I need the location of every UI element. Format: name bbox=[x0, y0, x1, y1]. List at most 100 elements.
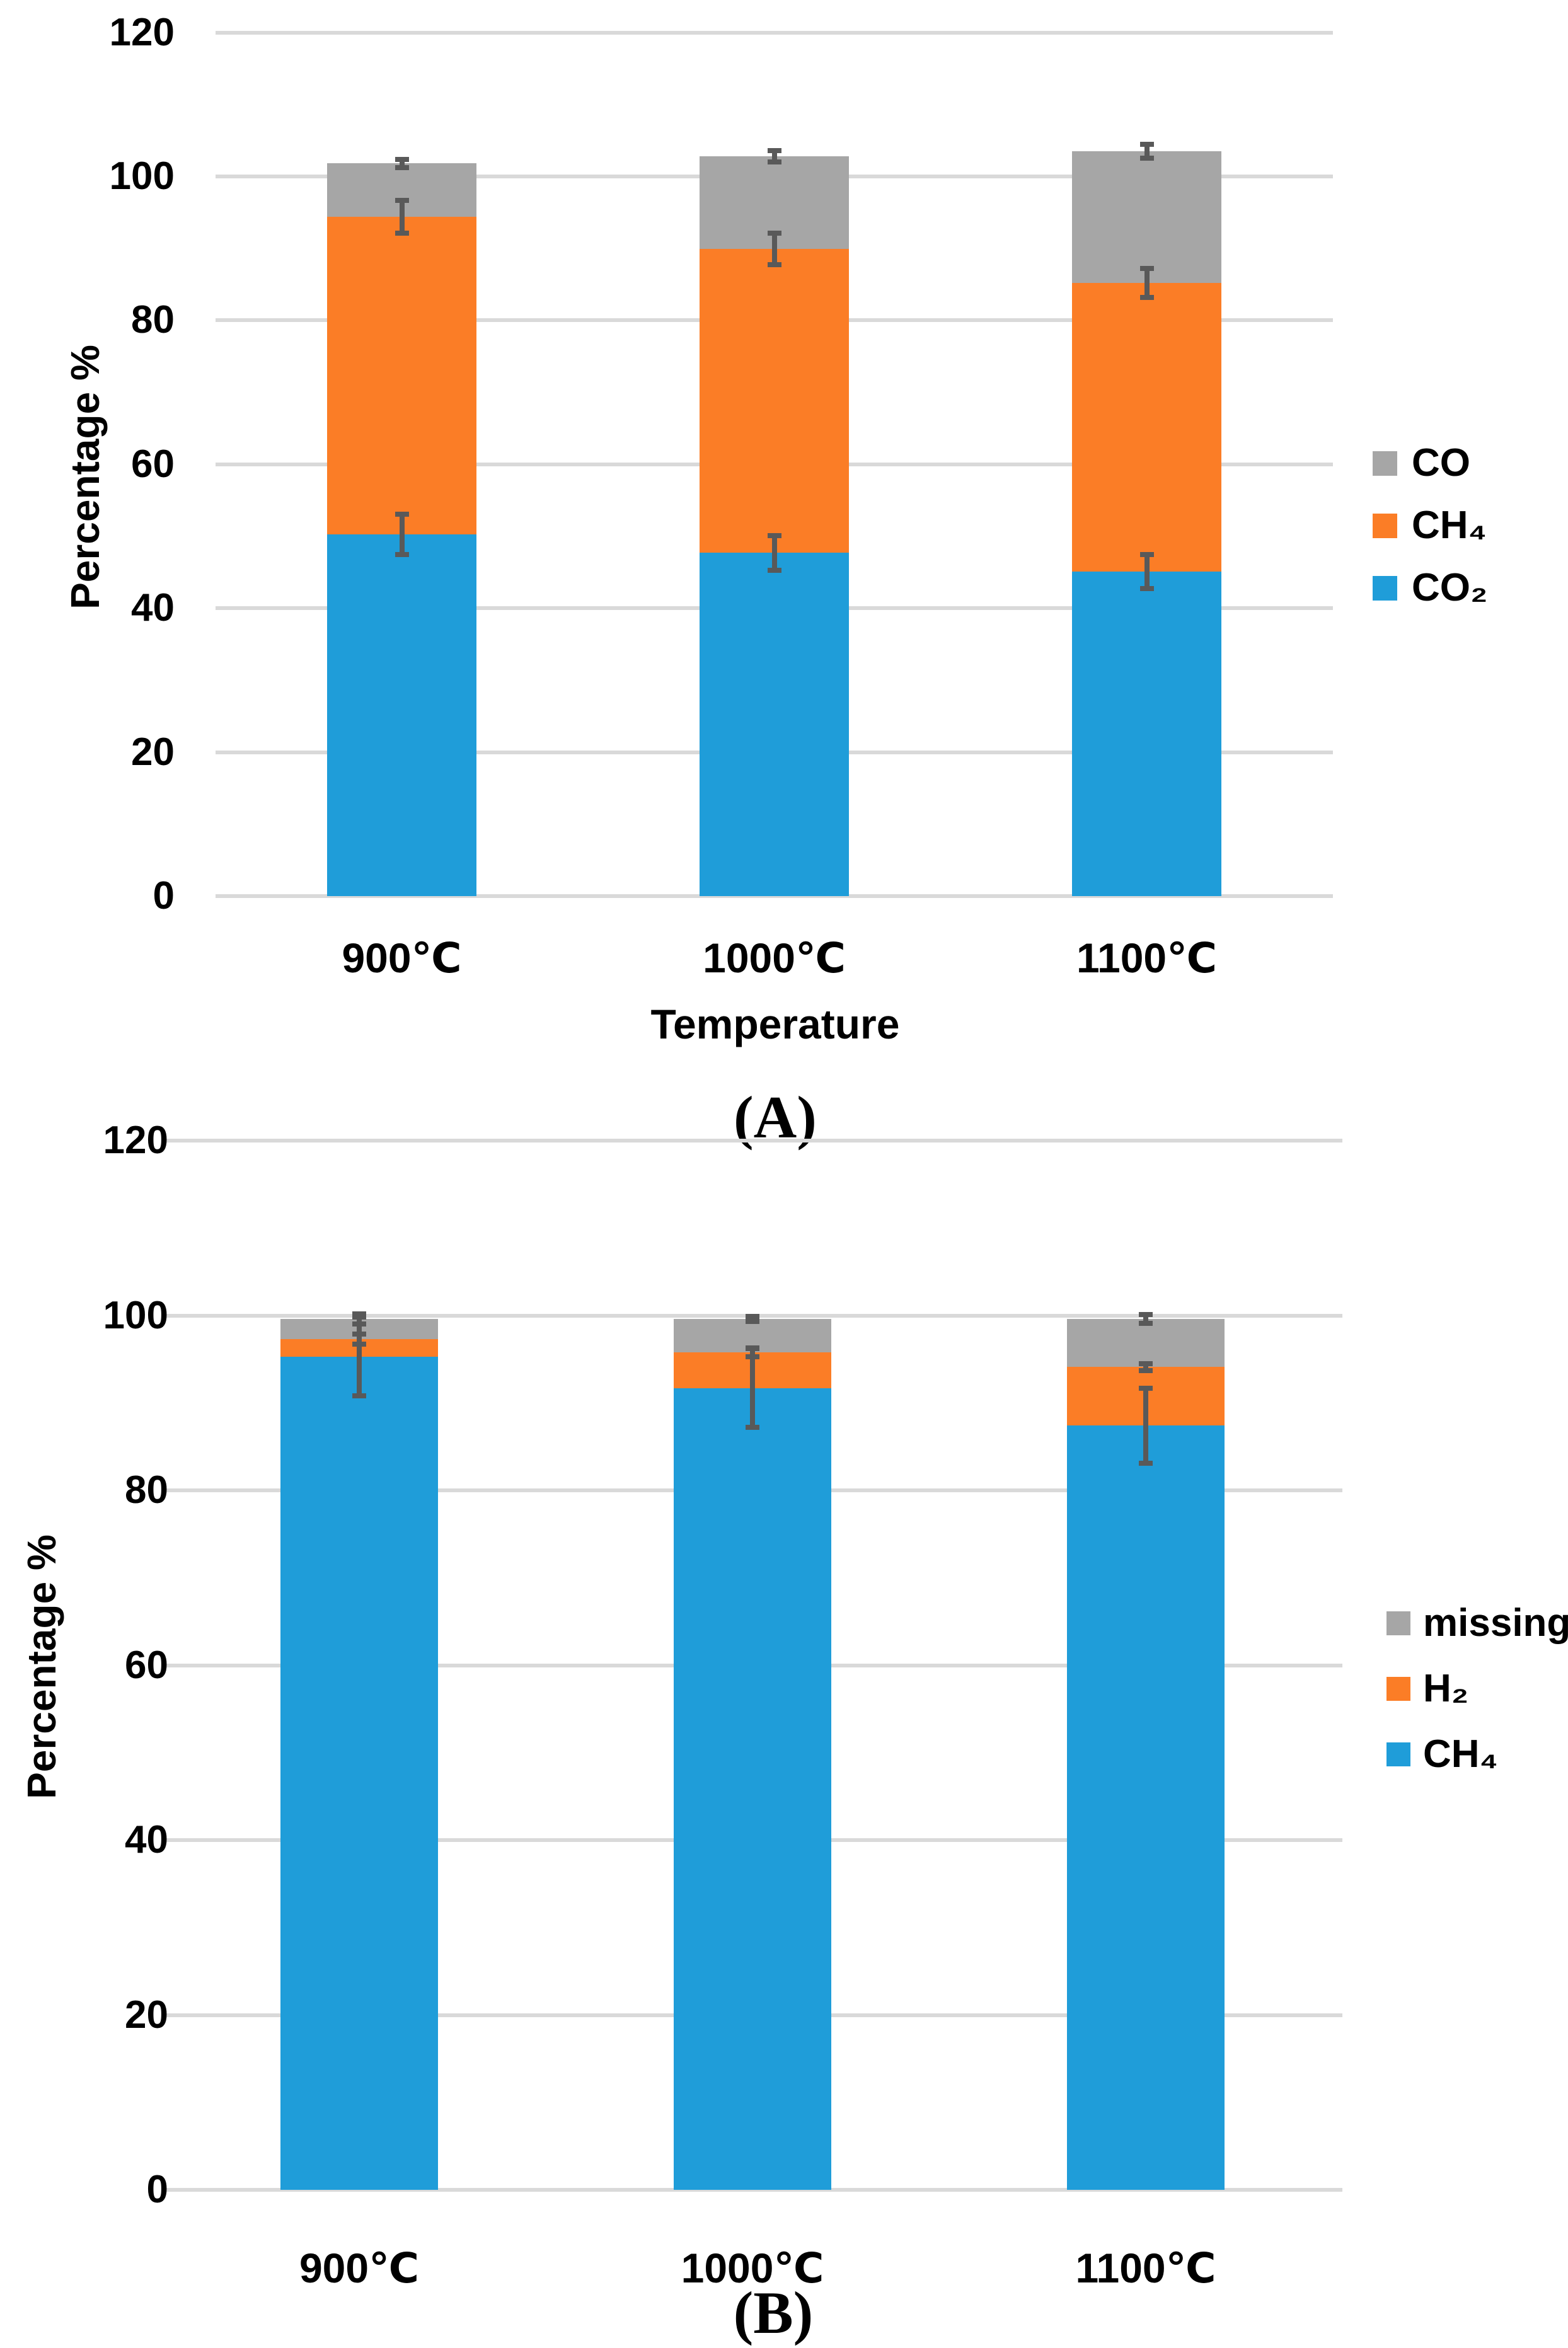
error-bar-cap bbox=[1139, 551, 1154, 557]
x-category-label: 1100℃ bbox=[1076, 935, 1218, 981]
error-bar-cap bbox=[1139, 1385, 1153, 1391]
legend-swatch-CO₂ bbox=[1373, 575, 1397, 601]
legend-label-H₂: H₂ bbox=[1423, 1667, 1469, 1710]
legend-label-CH₄: CH₄ bbox=[1423, 1732, 1499, 1776]
error-bar-cap bbox=[1139, 1367, 1153, 1373]
error-bar-cap bbox=[352, 1311, 366, 1316]
y-tick-label: 120 bbox=[109, 10, 175, 54]
y-tick-label: 60 bbox=[125, 1643, 168, 1687]
error-bar-line bbox=[399, 514, 405, 555]
y-tick-label: 80 bbox=[125, 1468, 168, 1512]
y-tick-label: 40 bbox=[125, 1818, 168, 1862]
error-bar-line bbox=[1144, 554, 1150, 589]
legend-label-CH₄: CH₄ bbox=[1412, 504, 1487, 547]
legend-label-CO₂: CO₂ bbox=[1412, 566, 1488, 609]
bar-segment-CO bbox=[1072, 151, 1221, 283]
bar-segment-CH₄ bbox=[700, 249, 849, 553]
error-bar-line bbox=[750, 1316, 755, 1322]
error-bar-line bbox=[399, 200, 405, 234]
y-tick-label: 20 bbox=[131, 730, 175, 774]
legend-swatch-H₂ bbox=[1386, 1677, 1410, 1701]
error-bar-cap bbox=[767, 147, 781, 153]
gridline-0 bbox=[216, 894, 1333, 898]
legend-label-missing: missing bbox=[1423, 1601, 1568, 1645]
x-axis-title-A: Temperature bbox=[650, 1001, 900, 1047]
error-bar-cap bbox=[1139, 266, 1154, 272]
legend-label-CO: CO bbox=[1412, 441, 1470, 485]
bar-segment-missing bbox=[1067, 1319, 1225, 1367]
error-bar-cap bbox=[1139, 1361, 1153, 1366]
y-tick-label: 80 bbox=[131, 298, 175, 342]
bar-segment-CH₄ bbox=[674, 1388, 831, 2190]
error-bar-cap bbox=[746, 1313, 759, 1319]
error-bar-cap bbox=[746, 1425, 759, 1430]
error-bar-cap bbox=[395, 551, 409, 557]
error-bar-line bbox=[357, 1317, 362, 1396]
error-bar-cap bbox=[1139, 294, 1154, 300]
error-bar-cap bbox=[746, 1345, 759, 1350]
bar-segment-CO₂ bbox=[1072, 571, 1221, 896]
gridline-0 bbox=[163, 2188, 1342, 2192]
error-bar-cap bbox=[352, 1331, 366, 1337]
error-bar-line bbox=[1143, 1315, 1148, 1323]
bar-segment-CH₄ bbox=[327, 216, 476, 534]
x-category-label: 1100℃ bbox=[1075, 2245, 1216, 2291]
x-category-label: 900℃ bbox=[299, 2245, 420, 2291]
y-tick-label: 100 bbox=[109, 154, 175, 198]
error-bar-cap bbox=[767, 159, 781, 165]
error-bar-cap bbox=[395, 156, 409, 162]
error-bar-cap bbox=[746, 1319, 759, 1325]
y-tick-label: 20 bbox=[125, 1993, 168, 2037]
error-bar-line bbox=[1144, 268, 1150, 297]
error-bar-line bbox=[771, 535, 777, 570]
error-bar-cap bbox=[352, 1321, 366, 1327]
error-bar-cap bbox=[767, 567, 781, 573]
error-bar-line bbox=[1143, 1388, 1148, 1463]
error-bar-cap bbox=[352, 1342, 366, 1347]
error-bar-line bbox=[771, 150, 777, 163]
error-bar-line bbox=[357, 1313, 362, 1325]
error-bar-line bbox=[1144, 144, 1150, 159]
error-bar-cap bbox=[1139, 141, 1154, 147]
bar-segment-CH₄ bbox=[280, 1356, 438, 2190]
y-tick-label: 0 bbox=[146, 2168, 168, 2211]
y-tick-label: 60 bbox=[131, 442, 175, 486]
bar-segment-CO₂ bbox=[327, 534, 476, 896]
error-bar-cap bbox=[395, 511, 409, 517]
legend-swatch-CH₄ bbox=[1386, 1742, 1410, 1766]
error-bar-cap bbox=[1139, 586, 1154, 592]
x-category-label: 1000℃ bbox=[703, 935, 846, 981]
legend-swatch-missing bbox=[1386, 1611, 1410, 1635]
error-bar-line bbox=[750, 1349, 755, 1428]
gridline-120 bbox=[163, 1139, 1342, 1142]
error-bar-cap bbox=[352, 1393, 366, 1399]
x-category-label: 900℃ bbox=[342, 935, 462, 981]
error-bar-cap bbox=[395, 231, 409, 236]
error-bar-line bbox=[1143, 1363, 1148, 1371]
y-tick-label: 0 bbox=[153, 874, 175, 918]
bar-segment-CH₄ bbox=[1067, 1425, 1225, 2190]
panel-label-B: (B) bbox=[733, 2279, 814, 2346]
error-bar-cap bbox=[1139, 156, 1154, 161]
error-bar-cap bbox=[767, 231, 781, 236]
error-bar-line bbox=[771, 233, 777, 265]
panel-label-A: (A) bbox=[734, 1084, 817, 1151]
gridline-120 bbox=[216, 30, 1333, 35]
y-tick-label: 120 bbox=[103, 1119, 168, 1162]
error-bar-line bbox=[399, 159, 405, 168]
y-tick-label: 100 bbox=[103, 1293, 168, 1337]
legend-swatch-CO bbox=[1373, 451, 1397, 476]
error-bar-line bbox=[357, 1333, 362, 1345]
error-bar-cap bbox=[395, 165, 409, 171]
legend-swatch-CH₄ bbox=[1373, 513, 1397, 538]
error-bar-cap bbox=[1139, 1312, 1153, 1318]
y-tick-label: 40 bbox=[131, 586, 175, 630]
bar-segment-CH₄ bbox=[1072, 283, 1221, 572]
x-category-label: 1000℃ bbox=[681, 2245, 824, 2291]
error-bar-line bbox=[750, 1347, 755, 1357]
error-bar-cap bbox=[1139, 1320, 1153, 1326]
error-bar-cap bbox=[1139, 1460, 1153, 1466]
error-bar-cap bbox=[767, 532, 781, 538]
bar-segment-CO₂ bbox=[700, 553, 849, 896]
